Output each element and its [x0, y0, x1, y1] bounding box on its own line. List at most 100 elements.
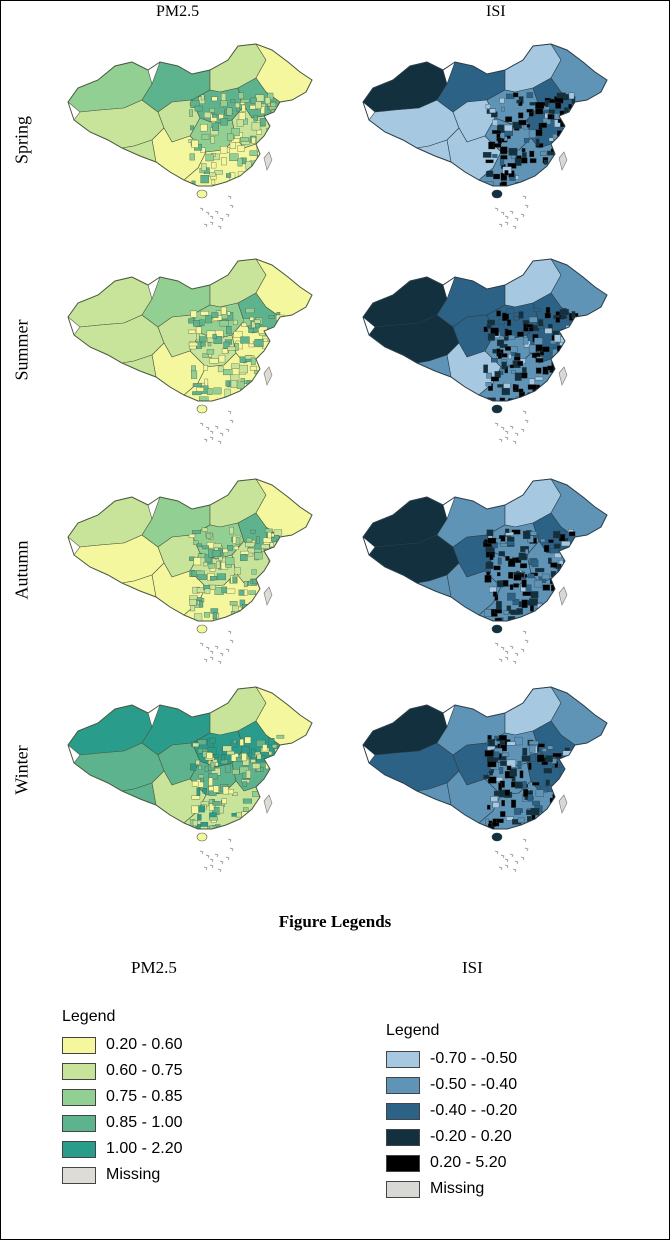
prefecture-cell — [231, 128, 240, 137]
prefecture-cell — [518, 100, 523, 106]
prefecture-cell — [497, 557, 502, 565]
prefecture-cell — [271, 148, 276, 154]
prefecture-cell — [190, 125, 194, 131]
legend-swatch — [386, 1076, 420, 1094]
prefecture-cell — [523, 138, 530, 143]
legend-item: -0.20 - 0.20 — [386, 1124, 517, 1150]
prefecture-cell — [270, 757, 278, 764]
island-mark — [522, 410, 527, 415]
island-mark — [520, 856, 525, 861]
prefecture-cell — [499, 397, 506, 401]
prefecture-cell — [274, 165, 283, 172]
island-mark — [524, 204, 529, 209]
prefecture-cell — [244, 181, 253, 186]
prefecture-cell — [226, 173, 232, 178]
prefecture-cell — [530, 591, 539, 599]
prefecture-cell — [212, 801, 221, 806]
prefecture-cell — [196, 570, 205, 575]
island-mark — [500, 426, 505, 431]
prefecture-cell — [570, 597, 580, 606]
map-isi-summer — [362, 258, 608, 445]
prefecture-cell — [267, 531, 272, 539]
prefecture-cell — [248, 343, 255, 348]
prefecture-cell — [516, 99, 521, 104]
prefecture-cell — [196, 333, 200, 341]
prefecture-cell — [273, 388, 283, 394]
prefecture-cell — [568, 385, 572, 390]
prefecture-cell — [218, 556, 223, 561]
prefecture-cell — [191, 139, 199, 148]
legend-title: Legend — [62, 1008, 116, 1025]
prefecture-cell — [228, 615, 237, 621]
prefecture-cell — [219, 320, 229, 327]
prefecture-cell — [258, 177, 266, 184]
prefecture-cell — [255, 169, 260, 177]
prefecture-cell — [570, 331, 580, 336]
prefecture-cell — [240, 550, 250, 555]
prefecture-cell — [513, 92, 519, 98]
island-mark — [227, 195, 232, 200]
island-mark — [512, 868, 517, 873]
prefecture-cell — [482, 152, 492, 158]
prefecture-cell — [250, 529, 256, 534]
map-pm25-summer — [67, 258, 313, 445]
prefecture-cell — [221, 157, 227, 166]
prefecture-cell — [188, 533, 196, 538]
prefecture-cell — [191, 805, 199, 814]
prefecture-cell — [498, 735, 507, 741]
prefecture-cell — [571, 382, 578, 389]
prefecture-cell — [554, 576, 562, 583]
prefecture-cell — [488, 739, 495, 746]
island-mark — [520, 213, 525, 218]
island-mark — [209, 650, 214, 655]
prefecture-cell — [525, 549, 529, 555]
island-mark — [498, 658, 503, 663]
prefecture-cell — [204, 378, 209, 386]
prefecture-cell — [267, 550, 273, 556]
prefecture-cell — [563, 398, 568, 401]
prefecture-cell — [497, 137, 502, 144]
prefecture-cell — [514, 372, 522, 381]
prefecture-cell — [499, 535, 506, 542]
prefecture-cell — [522, 320, 530, 324]
prefecture-cell — [540, 151, 547, 156]
prefecture-cell — [203, 111, 212, 119]
legend-swatch — [386, 1154, 420, 1172]
prefecture-cell — [259, 386, 267, 393]
prefecture-cell — [251, 816, 256, 822]
prefecture-cell — [229, 526, 234, 535]
prefecture-cell — [567, 169, 572, 178]
prefecture-cell — [272, 744, 278, 749]
prefecture-cell — [556, 785, 564, 792]
prefecture-cell — [259, 364, 265, 372]
island-mark — [512, 225, 517, 230]
prefecture-cell — [517, 760, 522, 770]
prefecture-cell — [198, 765, 202, 770]
prefecture-cell — [528, 129, 536, 139]
prefecture-cell — [245, 542, 255, 548]
prefecture-cell — [268, 344, 275, 351]
prefecture-cell — [196, 788, 201, 796]
island-mark — [514, 432, 519, 437]
prefecture-cell — [192, 742, 200, 748]
prefecture-cell — [208, 777, 213, 786]
island-mark — [494, 207, 499, 212]
prefecture-cell — [209, 737, 216, 744]
prefecture-cell — [197, 574, 207, 580]
legend-label: 1.00 - 2.20 — [106, 1140, 183, 1157]
prefecture-cell — [235, 102, 240, 108]
prefecture-cell — [209, 108, 215, 113]
island-mark — [219, 860, 224, 865]
prefecture-cell — [545, 306, 551, 314]
prefecture-cell — [559, 766, 567, 775]
hainan-region — [491, 404, 503, 414]
map-pm25-winter — [67, 686, 313, 873]
prefecture-cell — [556, 92, 566, 98]
prefecture-cell — [261, 786, 268, 793]
prefecture-cell — [569, 145, 574, 154]
prefecture-cell — [189, 153, 195, 161]
prefecture-cell — [266, 357, 274, 363]
prefecture-cell — [259, 812, 267, 818]
prefecture-cell — [195, 759, 200, 765]
prefecture-cell — [486, 324, 492, 329]
